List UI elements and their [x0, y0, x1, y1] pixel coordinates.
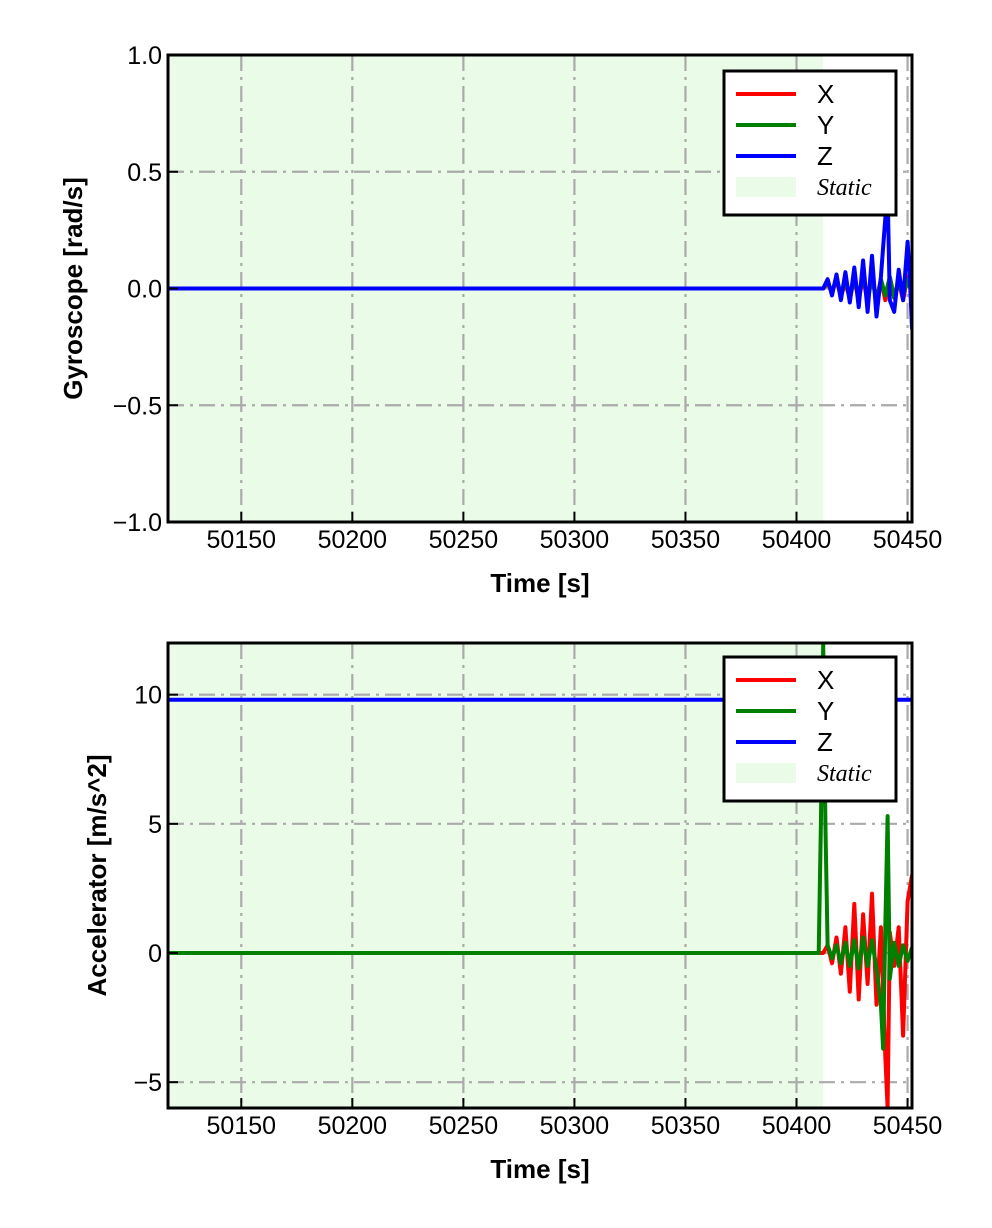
accelerometer-static-region: [168, 643, 824, 1108]
accelerometer-ytick-label: 0: [148, 940, 162, 968]
gyroscope-ytick-label: 0.0: [127, 276, 162, 304]
gyroscope-ytick-label: −1.0: [113, 509, 162, 537]
gyroscope-xtick-label: 50400: [762, 526, 832, 554]
gyroscope-legend: XYZ Static: [722, 69, 898, 217]
accelerometer-legend-label-y: Y: [817, 696, 834, 726]
accelerometer-ytick-label: 5: [148, 811, 162, 839]
gyroscope-xlabel: Time [s]: [490, 568, 589, 598]
gyroscope-ytick-label: 0.5: [127, 159, 162, 187]
accelerometer-ytick-label: −5: [133, 1069, 162, 1097]
gyroscope-ylabel: Gyroscope [rad/s]: [58, 177, 88, 400]
gyroscope-xtick-label: 50150: [207, 526, 277, 554]
gyroscope-xtick-label: 50200: [318, 526, 388, 554]
gyroscope-legend-label-z: Z: [817, 141, 833, 171]
gyroscope-xtick-label: 50350: [651, 526, 721, 554]
accelerometer-xtick-label: 50250: [429, 1112, 499, 1140]
accelerometer-xtick-label: 50450: [873, 1112, 943, 1140]
accelerometer-xtick-label: 50300: [540, 1112, 610, 1140]
gyroscope-xtick-label: 50450: [873, 526, 943, 554]
accelerometer-legend: XYZ Static: [722, 655, 898, 803]
accelerometer-panel: 50150 50200 50250 50300 50350 50400 50450 −5 0 5 1…: [82, 641, 943, 1184]
accelerometer-ylabel: Accelerator [m/s^2]: [82, 754, 112, 996]
gyroscope-panel: 50150 50200 50250 50300 50350 50400 50450 −1.0 −…: [58, 42, 942, 598]
gyroscope-ytick-label: 1.0: [127, 42, 162, 70]
accelerometer-legend-label-x: X: [817, 665, 834, 695]
gyroscope-series-z-line: [168, 188, 912, 331]
accelerometer-xtick-label: 50400: [762, 1112, 832, 1140]
accelerometer-series-y-line: [168, 643, 912, 1051]
accelerometer-xtick-label: 50350: [651, 1112, 721, 1140]
accelerometer-legend-label-static: Static: [817, 761, 872, 787]
gyroscope-xtick-label: 50250: [429, 526, 499, 554]
accelerometer-xtick-label: 50150: [207, 1112, 277, 1140]
accelerometer-legend-label-z: Z: [817, 727, 833, 757]
accelerometer-legend-swatch-static: [736, 763, 796, 783]
accelerometer-xtick-label: 50200: [318, 1112, 388, 1140]
accelerometer-ytick-label: 10: [134, 682, 162, 710]
gyroscope-legend-label-y: Y: [817, 110, 834, 140]
gyroscope-xtick-label: 50300: [540, 526, 610, 554]
gyroscope-legend-swatch-static: [736, 177, 796, 197]
accelerometer-axes-frame: [166, 641, 914, 1110]
gyroscope-legend-label-x: X: [817, 79, 834, 109]
accelerometer-xlabel: Time [s]: [490, 1154, 589, 1184]
gyroscope-legend-label-static: Static: [817, 175, 872, 201]
gyroscope-ytick-label: −0.5: [113, 392, 162, 420]
